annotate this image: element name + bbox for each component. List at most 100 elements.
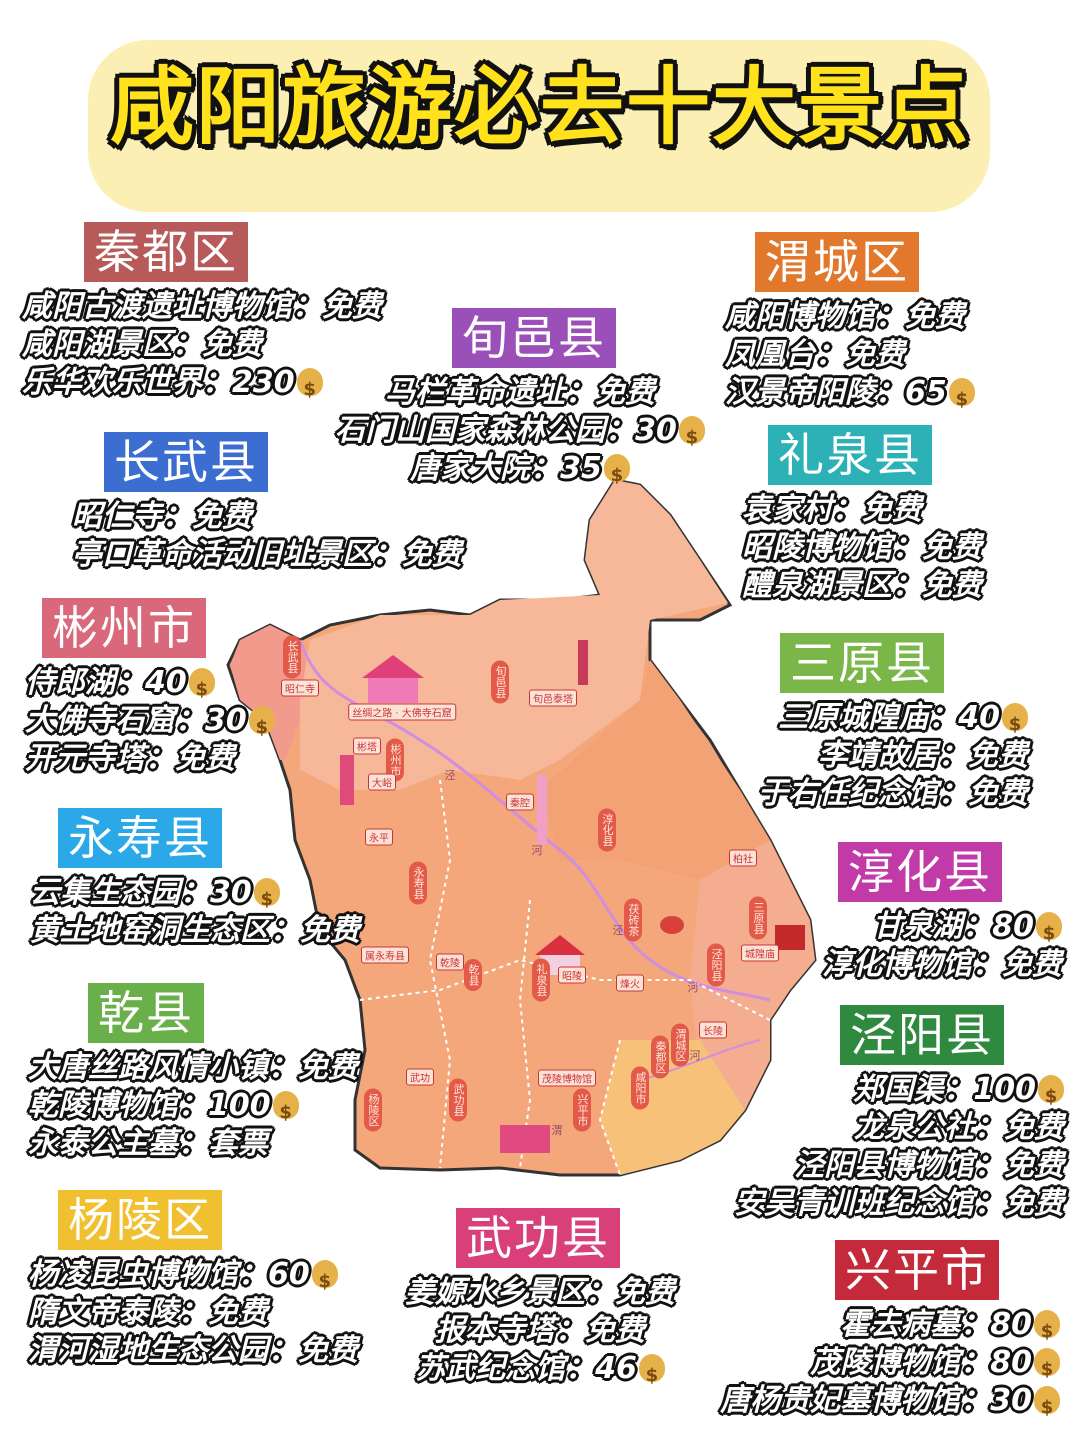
ticket-price: 免费 (402, 537, 462, 572)
attraction-item: 于右任纪念馆：免费 (700, 775, 1028, 813)
separator: ： (960, 1383, 991, 1418)
separator: ： (974, 1186, 1004, 1221)
map-county-label: 秦都区 (651, 1035, 669, 1079)
attraction-name: 石门山国家森林公园 (335, 413, 606, 448)
attraction-name: 咸阳博物馆 (725, 299, 875, 334)
attraction-name: 汉景帝阳陵 (725, 375, 875, 410)
separator: ： (178, 1088, 208, 1123)
ticket-price: 免费 (845, 337, 905, 372)
ticket-price: 免费 (1004, 1186, 1064, 1221)
district-heading: 乾县 (88, 983, 204, 1043)
ticket-price: 免费 (322, 289, 382, 324)
map-place-label: 茂陵博物馆 (538, 1069, 596, 1087)
money-bag-icon (1036, 912, 1062, 953)
money-bag-icon (1002, 703, 1028, 744)
attraction-item: 杨凌昆虫博物馆：60 (28, 1256, 358, 1301)
attraction-name: 开元寺塔 (25, 741, 145, 776)
attraction-item: 亭口革命活动旧址景区：免费 (72, 536, 462, 574)
map-place-label: 旬邑泰塔 (529, 689, 577, 707)
district-heading: 永寿县 (58, 808, 222, 868)
attraction-name: 黄土地窑洞生态区 (30, 913, 270, 948)
money-bag-icon (948, 378, 975, 419)
attraction-name: 凤凰台 (725, 337, 815, 372)
attraction-item: 咸阳古渡遗址博物馆：免费 (22, 288, 382, 326)
attraction-item: 马栏革命遗址：免费 (300, 374, 740, 412)
separator: ： (938, 776, 968, 811)
ticket-price: 免费 (905, 299, 965, 334)
separator: ： (605, 413, 636, 448)
attraction-item: 黄土地窑洞生态区：免费 (30, 912, 360, 950)
attraction-name: 安吴青训班纪念馆 (734, 1186, 974, 1221)
attraction-name: 唐杨贵妃墓博物馆 (720, 1383, 961, 1418)
attraction-name: 乾陵博物馆 (28, 1088, 178, 1123)
ticket-price: 100 (973, 1072, 1036, 1107)
attraction-item: 汉景帝阳陵：65 (725, 374, 975, 419)
attraction-name: 报本寺塔 (435, 1313, 555, 1348)
money-bag-icon (1038, 1075, 1064, 1116)
attraction-item: 渭河湿地生态公园：免费 (28, 1332, 358, 1370)
maoling-gate-illustration (500, 1125, 550, 1153)
map-county-label: 渭城区 (671, 1023, 689, 1067)
attraction-item: 苏武纪念馆：46 (390, 1350, 690, 1395)
attraction-name: 乐华欢乐世界 (22, 365, 202, 400)
district-4: 礼泉县 袁家村：免费 昭陵博物馆：免费 醴泉湖景区：免费 (742, 425, 982, 605)
attraction-item: 大佛寺石窟：30 (25, 702, 275, 747)
money-bag-icon (296, 368, 323, 409)
attraction-item: 大唐丝路风情小镇：免费 (28, 1049, 358, 1087)
ticket-price: 80 (990, 1307, 1032, 1342)
map-county-label: 长武县 (283, 635, 301, 679)
attraction-name: 淳化博物馆 (822, 947, 972, 982)
attraction-item: 李靖故居：免费 (700, 737, 1028, 775)
separator: ： (892, 530, 922, 565)
map-place-label: 武功 (406, 1068, 434, 1086)
separator: ： (178, 1126, 208, 1161)
attraction-item: 咸阳博物馆：免费 (725, 298, 975, 336)
money-bag-icon (188, 668, 215, 709)
ticket-price: 40 (145, 665, 187, 700)
attraction-name: 李靖故居 (818, 738, 938, 773)
separator: ： (565, 375, 595, 410)
district-1: 渭城区 咸阳博物馆：免费 凤凰台：免费 汉景帝阳陵：65 (725, 232, 975, 419)
attraction-item: 霍去病墓：80 (690, 1306, 1060, 1351)
attraction-item: 唐杨贵妃墓博物馆：30 (690, 1382, 1060, 1427)
ticket-price: 免费 (298, 1333, 358, 1368)
ticket-price: 套票 (208, 1126, 268, 1161)
district-heading: 礼泉县 (768, 425, 932, 485)
attraction-item: 唐家大院：35 (300, 450, 740, 495)
map-county-label: 彬州市 (386, 738, 404, 782)
district-heading: 渭城区 (755, 232, 919, 292)
map-river-label: 河 (687, 981, 699, 994)
map-county-label: 礼泉县 (532, 958, 550, 1002)
dafo-temple-illustration (368, 675, 418, 703)
ticket-price: 30 (990, 1383, 1032, 1418)
attraction-name: 永泰公主墓 (28, 1126, 178, 1161)
separator: ： (178, 1295, 208, 1330)
ticket-price: 30 (210, 875, 252, 910)
map-county-label: 淳化县 (598, 808, 616, 852)
map-river-label: 渭 (551, 1124, 563, 1137)
ticket-price: 免费 (208, 1295, 268, 1330)
separator: ： (960, 1345, 991, 1380)
attraction-item: 甘泉湖：80 (760, 908, 1062, 953)
separator: ： (974, 1148, 1004, 1183)
district-heading: 淳化县 (838, 842, 1002, 902)
attraction-name: 于右任纪念馆 (758, 776, 938, 811)
map-county-label: 永寿县 (409, 861, 427, 905)
attraction-name: 霍去病墓 (840, 1307, 961, 1342)
attraction-item: 安吴青训班纪念馆：免费 (700, 1185, 1064, 1223)
region-chunhua (540, 660, 770, 880)
separator: ： (875, 375, 905, 410)
attraction-item: 醴泉湖景区：免费 (742, 567, 982, 605)
attraction-name: 三原城隍庙 (778, 700, 929, 735)
ticket-price: 免费 (1004, 1148, 1064, 1183)
separator: ： (372, 537, 402, 572)
attraction-name: 咸阳湖景区 (22, 327, 172, 362)
attraction-item: 三原城隍庙：40 (700, 699, 1028, 744)
attraction-name: 甘泉湖 (872, 909, 963, 944)
separator: ： (585, 1275, 615, 1310)
ticket-price: 免费 (615, 1275, 675, 1310)
ticket-price: 46 (595, 1351, 637, 1386)
